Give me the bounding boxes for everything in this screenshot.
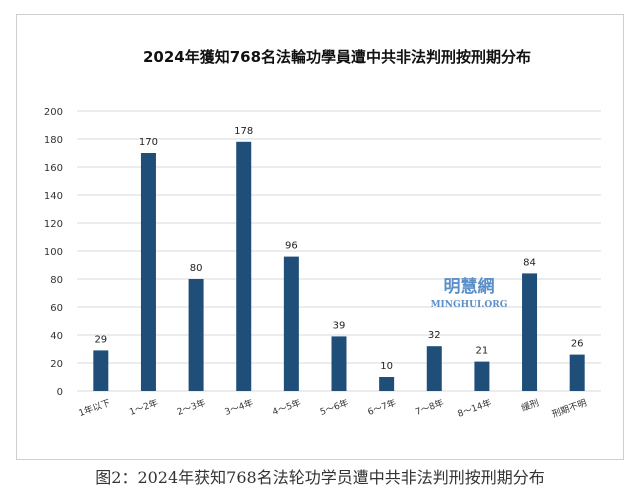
y-axis: 0 20 40 60 80 100 120 140 160 180 200 (44, 107, 63, 398)
bar (93, 350, 109, 391)
bar (140, 153, 156, 391)
data-label: 80 (190, 263, 203, 274)
data-label: 10 (380, 361, 393, 372)
gridlines (77, 110, 601, 392)
bar (426, 346, 442, 391)
x-tick-label: 1～2年 (128, 397, 160, 418)
y-tick-label: 140 (44, 191, 63, 202)
y-tick-label: 100 (44, 247, 63, 258)
watermark-url: MINGHUI.ORG (431, 300, 508, 310)
bar (379, 377, 395, 391)
x-tick-label: 2～3年 (175, 397, 207, 418)
figure-caption: 图2：2024年获知768名法轮功学员遭中共非法判刑按刑期分布 (95, 468, 545, 487)
data-label: 26 (571, 339, 584, 350)
y-tick-label: 180 (44, 135, 63, 146)
y-tick-label: 40 (50, 331, 63, 342)
data-labels: 29 170 80 178 96 39 10 32 21 84 26 (94, 126, 583, 372)
data-label: 32 (428, 330, 441, 341)
x-tick-label: 刑期不明 (551, 397, 589, 420)
y-tick-label: 160 (44, 163, 63, 174)
chart-figure: 2024年獲知768名法輪功學員遭中共非法判刑按刑期分布 0 20 40 60 80 10… (16, 14, 624, 460)
data-label: 21 (476, 346, 489, 357)
bar (283, 256, 299, 391)
bar (569, 354, 585, 391)
data-label: 29 (94, 334, 107, 345)
bar (236, 141, 252, 391)
x-tick-label: 7～8年 (414, 397, 446, 418)
watermark-title: 明慧網 (444, 276, 495, 297)
data-label: 170 (139, 137, 158, 148)
x-tick-label: 6～7年 (366, 397, 398, 418)
minghui-watermark: 明慧網 MINGHUI.ORG (431, 276, 508, 310)
x-tick-label: 1年以下 (77, 397, 112, 419)
y-tick-label: 0 (57, 387, 63, 398)
x-tick-label: 緩刑 (520, 397, 541, 414)
data-label: 178 (234, 126, 253, 137)
x-axis: 1年以下 1～2年 2～3年 3～4年 4～5年 5～6年 6～7年 7～8年 8～14年 緩刑刑… (77, 397, 588, 421)
bar (188, 279, 204, 391)
chart-title: 2024年獲知768名法輪功學員遭中共非法判刑按刑期分布 (143, 48, 531, 66)
x-tick-label: 3～4年 (223, 397, 255, 418)
y-tick-label: 60 (50, 303, 63, 314)
chart-canvas: 2024年獲知768名法輪功學員遭中共非法判刑按刑期分布 0 20 40 60 80 10… (44, 48, 601, 421)
bar (474, 361, 490, 391)
y-tick-label: 20 (50, 359, 63, 370)
y-tick-label: 200 (44, 107, 63, 118)
data-label: 39 (333, 320, 346, 331)
x-tick-label: 8～14年 (456, 397, 493, 420)
data-label: 84 (523, 257, 536, 268)
bars (93, 141, 585, 391)
x-tick-label: 5～6年 (318, 397, 350, 418)
y-tick-label: 80 (50, 275, 63, 286)
bar (522, 273, 538, 391)
bar (331, 336, 347, 391)
data-label: 96 (285, 241, 298, 252)
x-tick-label: 4～5年 (271, 397, 303, 418)
y-tick-label: 120 (44, 219, 63, 230)
